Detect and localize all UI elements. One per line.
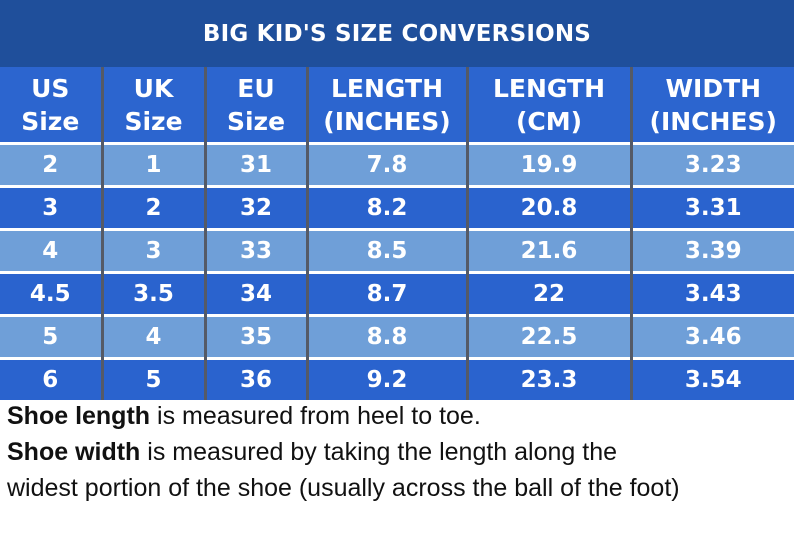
header-length-cm: LENGTH (CM): [465, 67, 631, 144]
cell-uk-size: 4: [100, 314, 205, 359]
header-width-inches: WIDTH (INCHES): [629, 67, 794, 144]
header-line: WIDTH: [665, 73, 762, 103]
header-eu-size: EU Size: [203, 67, 307, 144]
header-line: (INCHES): [323, 106, 451, 136]
cell-eu-size: 35: [203, 314, 307, 359]
table-row: 3 2 32 8.2 20.8 3.31: [0, 185, 794, 230]
header-length-inches: LENGTH (INCHES): [305, 67, 467, 144]
note-text: is measured by taking the length along t…: [140, 438, 618, 466]
cell-length-cm: 20.8: [465, 185, 631, 230]
header-line: UK: [133, 73, 174, 103]
table-row: 4.5 3.5 34 8.7 22 3.43: [0, 271, 794, 316]
header-uk-size: UK Size: [100, 67, 205, 144]
note-text: widest portion of the shoe (usually acro…: [7, 474, 680, 502]
note-term: Shoe length: [7, 402, 151, 430]
table-row: 2 1 31 7.8 19.9 3.23: [0, 142, 794, 187]
size-table: US Size UK Size EU Size LENGTH (INCHES) …: [0, 67, 794, 400]
header-line: EU: [237, 73, 275, 103]
cell-eu-size: 33: [203, 228, 307, 273]
note-line: widest portion of the shoe (usually acro…: [7, 470, 791, 506]
header-line: LENGTH: [331, 73, 443, 103]
cell-uk-size: 1: [100, 142, 205, 187]
cell-length-inches: 8.8: [305, 314, 467, 359]
note-term: Shoe width: [7, 438, 141, 466]
header-line: Size: [124, 106, 183, 136]
measurement-notes: Shoe length is measured from heel to toe…: [7, 398, 791, 506]
cell-width-inches: 3.46: [629, 314, 794, 359]
cell-width-inches: 3.54: [629, 357, 794, 400]
header-line: US: [31, 73, 70, 103]
cell-us-size: 4: [0, 228, 102, 273]
cell-eu-size: 34: [203, 271, 307, 316]
cell-uk-size: 2: [100, 185, 205, 230]
cell-length-cm: 19.9: [465, 142, 631, 187]
header-line: (INCHES): [649, 106, 777, 136]
table-row: 6 5 36 9.2 23.3 3.54: [0, 357, 794, 400]
cell-eu-size: 31: [203, 142, 307, 187]
cell-length-inches: 8.2: [305, 185, 467, 230]
cell-width-inches: 3.43: [629, 271, 794, 316]
cell-width-inches: 3.39: [629, 228, 794, 273]
cell-eu-size: 32: [203, 185, 307, 230]
cell-length-cm: 21.6: [465, 228, 631, 273]
cell-length-inches: 9.2: [305, 357, 467, 400]
cell-uk-size: 3: [100, 228, 205, 273]
cell-length-cm: 23.3: [465, 357, 631, 400]
cell-us-size: 2: [0, 142, 102, 187]
cell-length-inches: 8.5: [305, 228, 467, 273]
cell-width-inches: 3.31: [629, 185, 794, 230]
cell-length-inches: 8.7: [305, 271, 467, 316]
cell-eu-size: 36: [203, 357, 307, 400]
note-text: is measured from heel to toe.: [150, 402, 481, 430]
header-us-size: US Size: [0, 67, 102, 144]
cell-length-cm: 22: [465, 271, 631, 316]
table-row: 4 3 33 8.5 21.6 3.39: [0, 228, 794, 273]
header-line: Size: [21, 106, 80, 136]
cell-uk-size: 3.5: [100, 271, 205, 316]
cell-us-size: 5: [0, 314, 102, 359]
cell-length-cm: 22.5: [465, 314, 631, 359]
cell-uk-size: 5: [100, 357, 205, 400]
cell-us-size: 4.5: [0, 271, 102, 316]
cell-us-size: 6: [0, 357, 102, 400]
cell-us-size: 3: [0, 185, 102, 230]
table-row: 5 4 35 8.8 22.5 3.46: [0, 314, 794, 359]
cell-length-inches: 7.8: [305, 142, 467, 187]
size-conversion-chart: BIG KID'S SIZE CONVERSIONS US Size UK Si…: [0, 0, 794, 400]
note-line: Shoe length is measured from heel to toe…: [7, 398, 791, 434]
chart-title: BIG KID'S SIZE CONVERSIONS: [0, 0, 794, 67]
header-row: US Size UK Size EU Size LENGTH (INCHES) …: [0, 67, 794, 144]
header-line: (CM): [515, 106, 583, 136]
note-line: Shoe width is measured by taking the len…: [7, 434, 791, 470]
header-line: LENGTH: [493, 73, 605, 103]
header-line: Size: [226, 106, 286, 136]
cell-width-inches: 3.23: [629, 142, 794, 187]
